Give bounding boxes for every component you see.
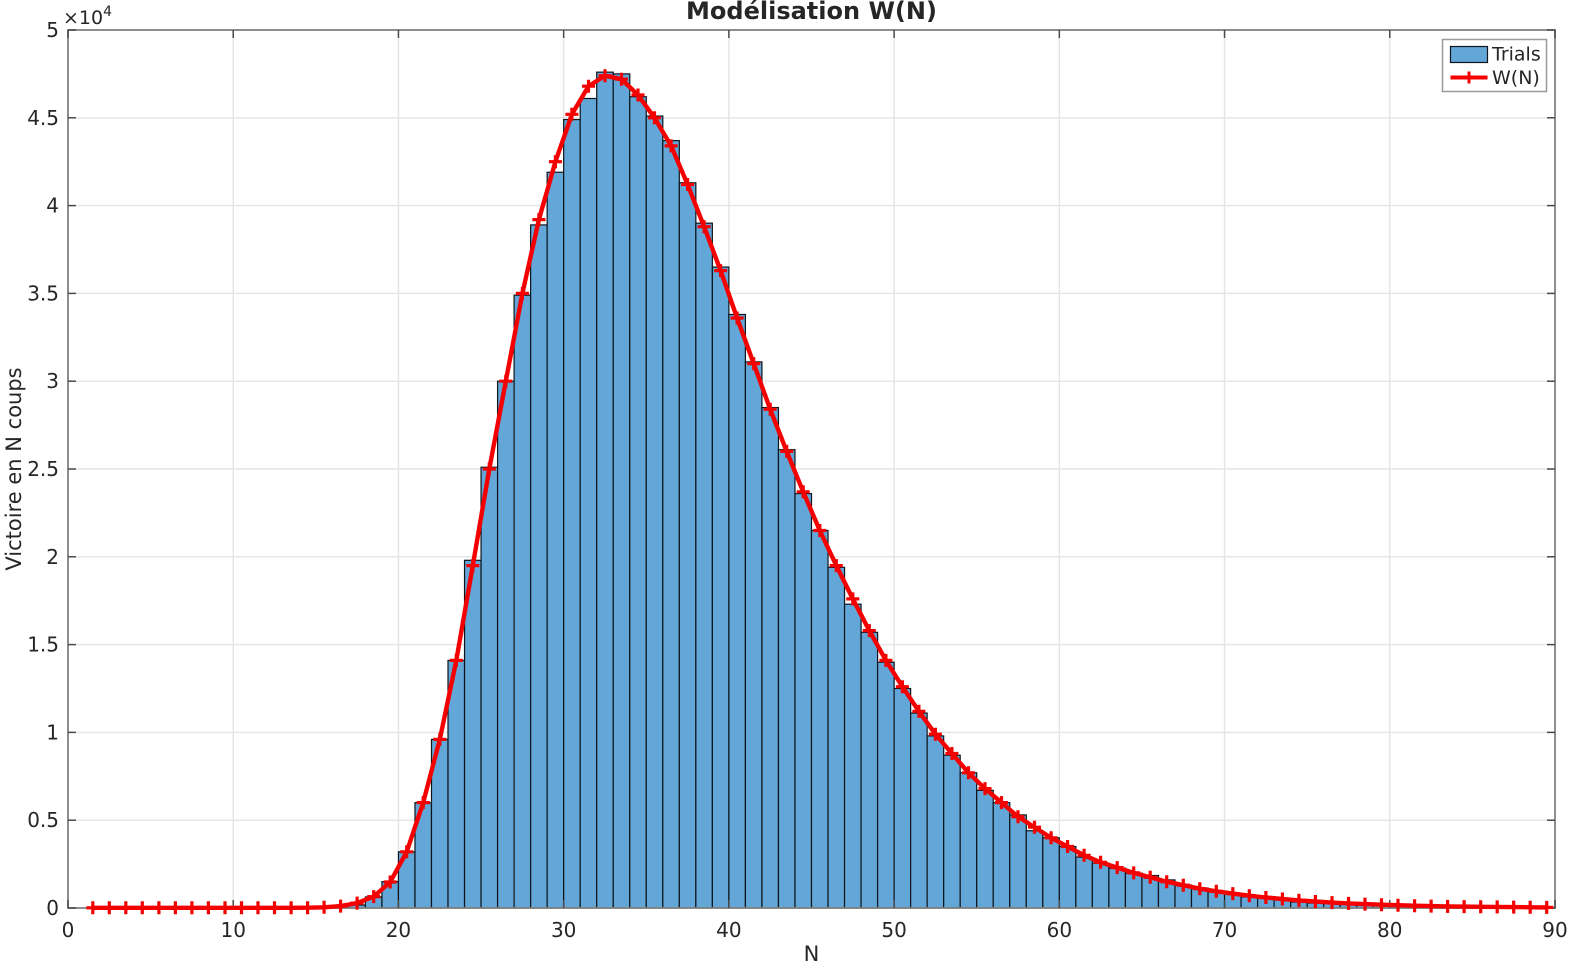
histogram-bar	[612, 73, 631, 909]
y-tick-label: 3.5	[27, 281, 59, 305]
y-tick-label: 1	[46, 720, 59, 744]
histogram-bar	[513, 294, 532, 909]
y-tick-label: 0	[46, 896, 59, 920]
y-tick-labels: 0 0.5 1 1.5 2 2.5 3 3.5 4 4.5 5	[27, 18, 59, 920]
histogram-bar	[794, 492, 813, 909]
histogram-bar	[744, 361, 763, 909]
histogram-bar	[761, 406, 780, 909]
x-tick-label: 70	[1212, 918, 1237, 942]
histogram-bar	[777, 449, 796, 909]
chart-title: Modélisation W(N)	[686, 0, 937, 25]
x-tick-label: 10	[220, 918, 245, 942]
legend-wn-label: W(N)	[1492, 67, 1540, 89]
histogram-bar	[480, 466, 499, 909]
histogram-bar	[496, 380, 515, 909]
histogram-bar	[943, 754, 961, 909]
y-tick-label: 2	[46, 545, 59, 569]
y-axis-exponent: ×104	[63, 4, 112, 29]
legend-wn-plus-marker	[1463, 71, 1475, 84]
histogram-bar	[1058, 845, 1077, 909]
histogram-bar	[1075, 856, 1093, 909]
x-axis-label: N	[804, 942, 820, 966]
histogram-bar	[1042, 837, 1060, 909]
histogram-bar	[463, 559, 482, 909]
histogram-bar	[810, 529, 829, 909]
histogram-bar	[678, 182, 697, 909]
x-tick-label: 90	[1542, 918, 1567, 942]
histogram-bar	[711, 266, 730, 909]
y-axis-label: Victoire en N coups	[2, 367, 26, 570]
x-tick-label: 20	[386, 918, 411, 942]
histogram-bar	[893, 687, 912, 909]
histogram-bar	[910, 712, 928, 909]
y-tick-label: 1.5	[27, 633, 59, 657]
histogram-bar	[1108, 867, 1127, 909]
y-tick-label: 4.5	[27, 106, 59, 130]
x-tick-label: 40	[716, 918, 741, 942]
x-tick-label: 80	[1377, 918, 1402, 942]
histogram-bar	[662, 140, 680, 909]
histogram-bar	[1009, 814, 1027, 909]
histogram-bar	[860, 631, 879, 909]
histogram-bar	[596, 71, 614, 909]
histogram-bar	[1091, 862, 1110, 909]
y-exponent-power: 4	[103, 4, 112, 20]
histogram-bar	[563, 118, 581, 909]
histogram-bar	[645, 115, 664, 909]
x-tick-label: 60	[1047, 918, 1072, 942]
x-tick-label: 0	[62, 918, 75, 942]
trials-histogram	[331, 71, 1556, 909]
y-tick-label: 0.5	[27, 808, 59, 832]
histogram-bar	[695, 222, 713, 909]
histogram-bar	[926, 735, 945, 909]
histogram-bar	[843, 603, 862, 909]
legend-trials-swatch	[1449, 45, 1489, 64]
histogram-bar	[959, 772, 978, 909]
histogram-bar	[876, 661, 895, 909]
legend-trials-label: Trials	[1491, 44, 1541, 66]
histogram-bar	[827, 566, 846, 909]
histogram-bar	[992, 802, 1011, 909]
x-tick-labels: 0 10 20 30 40 50 60 70 80 90	[62, 918, 1568, 942]
y-tick-label: 4	[46, 194, 59, 218]
histogram-bar	[629, 96, 647, 909]
wn-plus-markers	[86, 69, 1554, 915]
histogram-bar	[530, 224, 548, 909]
histogram-bar	[579, 97, 598, 909]
histogram-bar	[1025, 830, 1044, 909]
y-exponent-base: ×10	[63, 7, 103, 29]
histogram-bar	[728, 313, 747, 909]
tick-marks	[67, 29, 1556, 909]
y-tick-label: 3	[46, 369, 59, 393]
histogram-bar	[976, 789, 994, 909]
x-tick-label: 30	[551, 918, 576, 942]
y-tick-label: 2.5	[27, 457, 59, 481]
y-tick-label: 5	[46, 18, 59, 42]
x-tick-label: 50	[881, 918, 906, 942]
histogram-bar	[546, 171, 565, 909]
